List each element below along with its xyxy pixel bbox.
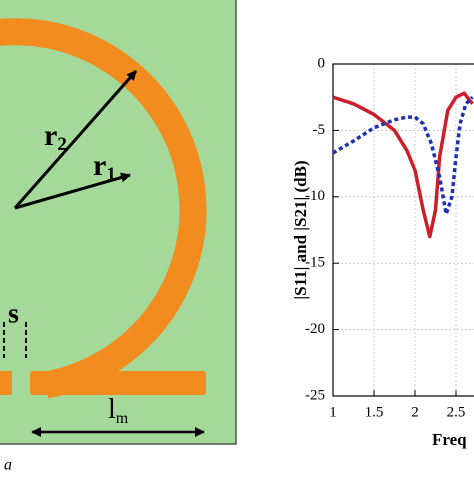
x-tick-label: 1.5 xyxy=(365,404,384,420)
antenna-diagram: r2 r1 s lm a xyxy=(0,0,237,474)
y-tick-label: 0 xyxy=(318,55,326,71)
right-foot xyxy=(30,371,206,395)
caption: a xyxy=(4,457,12,474)
x-tick-label: 1 xyxy=(329,404,337,420)
r2-label: r2 xyxy=(44,119,67,155)
y-tick-label: -10 xyxy=(305,188,325,204)
x-axis-label: Freq xyxy=(432,430,467,449)
s-label: s xyxy=(8,298,19,329)
x-tick-label: 2.5 xyxy=(447,404,466,420)
ring xyxy=(0,18,207,399)
y-axis-label: |S11| and |S21| (dB) xyxy=(291,160,310,299)
plot-frame xyxy=(332,63,474,397)
lm-label: lm xyxy=(108,394,129,426)
y-tick-label: -20 xyxy=(305,321,325,337)
series-line xyxy=(332,95,474,216)
series-line xyxy=(332,91,474,239)
r2-arrow xyxy=(13,70,138,209)
chart: 0 -5 -10 -15 -20 -251 1.5 2 2.5 |S11| and |S21| (… xyxy=(291,55,474,449)
y-tick-label: -15 xyxy=(305,255,325,271)
r1-arrow xyxy=(14,172,131,210)
r1-label: r1 xyxy=(93,149,116,185)
left-foot xyxy=(0,371,12,395)
y-tick-label: -25 xyxy=(305,387,325,403)
y-tick-label: -5 xyxy=(313,122,326,138)
x-tick-label: 2 xyxy=(411,404,419,420)
